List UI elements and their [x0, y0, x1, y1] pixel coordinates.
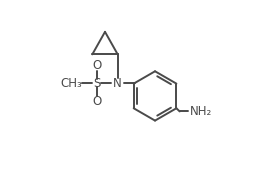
Text: N: N — [113, 77, 122, 90]
Text: O: O — [92, 95, 101, 108]
Text: NH₂: NH₂ — [189, 105, 212, 118]
Text: CH₃: CH₃ — [61, 77, 82, 90]
Text: S: S — [93, 77, 100, 90]
Text: O: O — [92, 59, 101, 72]
